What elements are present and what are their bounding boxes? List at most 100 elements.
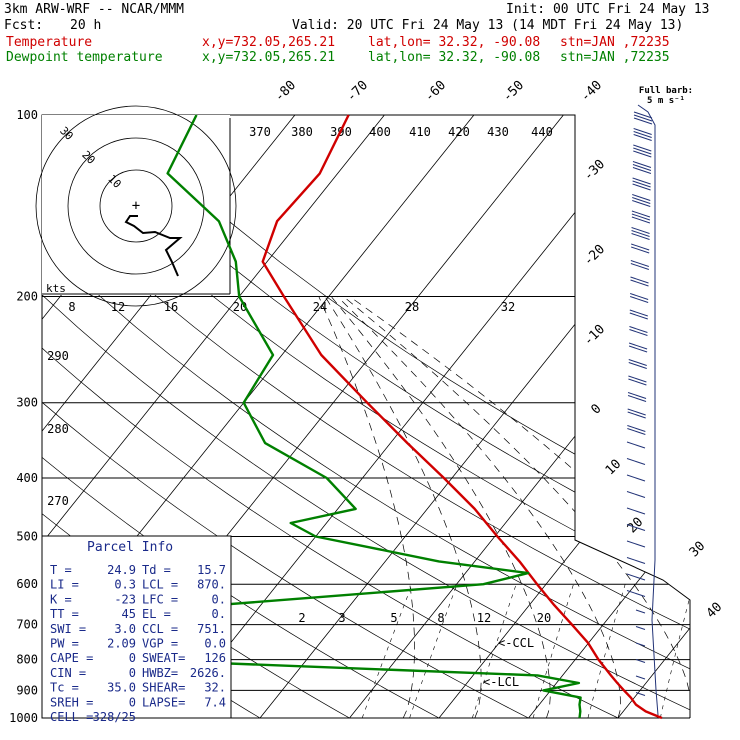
hodograph-ring <box>99 169 173 243</box>
wind-barb <box>631 213 651 221</box>
wind-barb <box>626 524 646 531</box>
wind-barb <box>635 675 646 680</box>
pressure-label: 300 <box>16 396 38 410</box>
parcel-value: 3.0 <box>114 622 136 636</box>
pressure-label: 500 <box>16 529 38 543</box>
theta-label: 440 <box>531 125 553 139</box>
wind-barb <box>631 230 650 237</box>
parcel-label: LFC = <box>142 592 178 606</box>
isotherm-label: -10 <box>581 322 608 349</box>
mixing-ratio-label: 16 <box>164 300 178 314</box>
wind-barb <box>627 425 646 432</box>
parcel-value: 45 <box>122 607 136 621</box>
mixing-ratio-label: 3 <box>338 611 345 625</box>
pressure-label: 100 <box>16 108 38 122</box>
wind-barb <box>632 161 652 168</box>
wind-barb <box>633 131 652 138</box>
parcel-info-panel: Parcel Info T = 24.9 Td = 15.7 LI = 0.3 LCL = 87… <box>41 535 232 724</box>
left-axis-label: 290 <box>47 349 69 363</box>
sounding-profiles <box>56 114 663 720</box>
wind-barb <box>633 144 652 152</box>
dewpoint-stn: stn=JAN ,72235 <box>560 50 670 65</box>
wind-barb <box>628 375 647 383</box>
wind-barb <box>628 378 647 386</box>
isotherm-line <box>259 115 690 718</box>
parcel-label: CAPE = <box>50 651 93 665</box>
wind-barb <box>626 573 646 581</box>
wind-barb <box>631 246 650 254</box>
wind-barb <box>632 167 652 174</box>
barb-staff <box>637 104 659 716</box>
parcel-label: Tc = <box>50 681 79 695</box>
header: 3km ARW-WRF -- NCAR/MMM Init: 00 UTC Fri… <box>0 0 740 70</box>
theta-label: 400 <box>369 125 391 139</box>
isotherm-label: -30 <box>581 157 608 184</box>
parcel-label: CIN = <box>50 666 86 680</box>
wind-barb <box>635 692 646 696</box>
wind-barb <box>630 260 650 267</box>
parcel-label: CELL = <box>50 710 93 724</box>
dewpoint-legend: Dewpoint temperature <box>6 50 163 65</box>
theta-label: 430 <box>487 125 509 139</box>
wind-barb <box>632 177 651 185</box>
isotherm-label: 0 <box>588 401 604 417</box>
pressure-label: 600 <box>16 577 38 591</box>
wind-barb <box>628 362 647 369</box>
mixing-ratio-line <box>660 584 690 718</box>
wind-barb <box>632 180 651 188</box>
dry-adiabat <box>42 115 529 718</box>
left-axis-label: 270 <box>47 494 69 508</box>
wind-barb <box>628 359 647 366</box>
pressure-label: 200 <box>16 290 38 304</box>
hodograph-trace <box>124 215 183 277</box>
wind-barb <box>627 392 647 399</box>
parcel-label: LCL = <box>142 578 178 592</box>
wind-barb <box>635 642 646 647</box>
dry-adiabat <box>66 115 690 718</box>
theta-label: 420 <box>448 125 470 139</box>
lcl-marker: <-LCL <box>483 675 519 689</box>
parcel-value: 328/25 <box>93 710 136 724</box>
isotherm-line <box>349 115 690 718</box>
dewpoint-xy: x,y=732.05,265.21 <box>202 50 336 65</box>
mixing-ratio-label: 28 <box>405 300 419 314</box>
mixing-ratio-line <box>532 584 574 718</box>
isotherm-label: -70 <box>344 78 371 105</box>
wind-barb <box>627 411 646 419</box>
isotherm-line <box>42 115 385 718</box>
isotherm-label: 40 <box>704 600 726 622</box>
moist-adiabat <box>337 296 621 718</box>
pressure-label: 1000 <box>9 711 38 725</box>
isotherm-label: 20 <box>625 515 647 537</box>
wind-barb <box>630 263 650 270</box>
wind-barb <box>632 194 651 201</box>
wind-barb <box>633 128 652 135</box>
parcel-value: 2626. <box>190 666 226 680</box>
wind-barb <box>627 428 646 435</box>
parcel-label: PW = <box>50 637 79 651</box>
temperature-stn: stn=JAN ,72235 <box>560 35 670 50</box>
isotherm-line <box>170 115 654 718</box>
parcel-label: HWBZ= <box>142 666 178 680</box>
wind-barbs: Full barb:5 m s⁻¹ <box>626 86 693 716</box>
hodograph-units: kts <box>46 282 66 295</box>
hodograph-ring <box>35 105 237 307</box>
parcel-value: -23 <box>114 592 136 606</box>
wind-barb <box>626 507 646 515</box>
parcel-value: 751. <box>197 622 226 636</box>
mixing-ratio-line <box>361 584 413 718</box>
wind-barb <box>633 134 652 141</box>
wind-barb <box>635 626 646 630</box>
isotherm-line <box>438 115 690 718</box>
model-title: 3km ARW-WRF -- NCAR/MMM <box>4 2 185 17</box>
parcel-value: 0 <box>129 695 136 709</box>
left-axis-label: 280 <box>47 422 69 436</box>
isotherm-line <box>528 115 690 718</box>
wind-barb <box>629 329 648 336</box>
parcel-label: K = <box>50 592 72 606</box>
theta-label: 410 <box>409 125 431 139</box>
parcel-info-box <box>41 535 232 719</box>
parcel-value: 0.0 <box>204 637 226 651</box>
wind-barb <box>629 326 648 333</box>
